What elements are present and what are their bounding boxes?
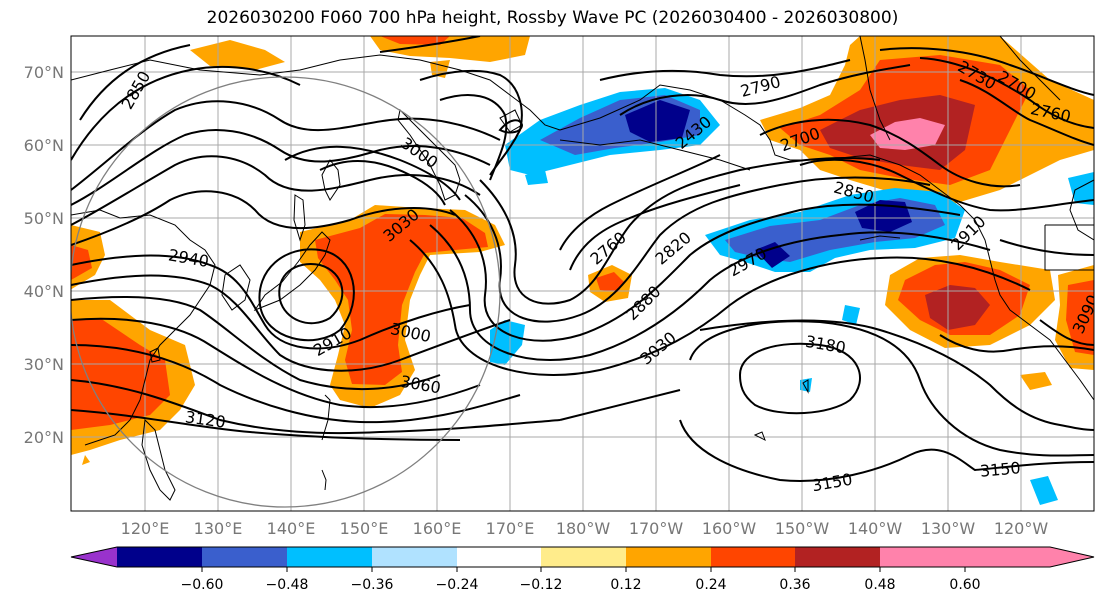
lat-label-20n: 20°N [24, 428, 64, 447]
colorbar-tick: −0.36 [351, 577, 394, 593]
colorbar: −0.60 −0.48 −0.36 −0.24 −0.12 0.12 0.24 … [70, 546, 1095, 593]
lon-label: 140°W [848, 519, 903, 538]
colorbar-tick: −0.48 [266, 577, 309, 593]
longitude-labels: 120°E 130°E 140°E 150°E 160°E 170°E 180°… [121, 519, 1049, 538]
lat-label-40n: 40°N [24, 282, 64, 301]
lon-label: 170°E [486, 519, 535, 538]
lon-label: 130°E [194, 519, 243, 538]
colorbar-extend-low [71, 547, 117, 567]
lon-label: 160°W [702, 519, 757, 538]
lat-label-50n: 50°N [24, 209, 64, 228]
map-frame [70, 35, 1095, 512]
lon-label: 130°W [921, 519, 976, 538]
lon-label: 160°E [413, 519, 462, 538]
lon-label: 140°E [267, 519, 316, 538]
colorbar-swatch [457, 547, 541, 567]
contour-label: 3150 [979, 458, 1021, 480]
colorbar-swatch [202, 547, 287, 567]
map-title: 2026030200 F060 700 hPa height, Rossby W… [206, 8, 899, 28]
colorbar-swatch [287, 547, 372, 567]
lon-label: 120°E [121, 519, 170, 538]
colorbar-swatch [880, 547, 965, 567]
height-contours [71, 36, 1094, 482]
lon-label: 180°W [556, 519, 611, 538]
colorbar-tick: −0.24 [436, 577, 479, 593]
colorbar-swatch [372, 547, 457, 567]
lat-label-60n: 60°N [24, 136, 64, 155]
colorbar-swatch [117, 547, 202, 567]
colorbar-swatch [626, 547, 711, 567]
lon-label: 170°W [629, 519, 684, 538]
latitude-labels: 70°N 60°N 50°N 40°N 30°N 20°N [24, 63, 64, 447]
reference-circle [71, 76, 501, 508]
lon-label: 150°E [340, 519, 389, 538]
colorbar-tick: 0.60 [949, 577, 980, 593]
colorbar-tick: 0.36 [779, 577, 810, 593]
colorbar-tick: 0.12 [610, 577, 641, 593]
colorbar-swatch [541, 547, 626, 567]
lat-label-70n: 70°N [24, 63, 64, 82]
lon-label: 150°W [775, 519, 830, 538]
colorbar-extend-high [1050, 547, 1094, 567]
colorbar-tick: 0.48 [864, 577, 895, 593]
colorbar-swatch [711, 547, 795, 567]
colorbar-tick: −0.60 [181, 577, 224, 593]
lon-label: 120°W [994, 519, 1049, 538]
colorbar-tick: −0.12 [520, 577, 563, 593]
map-panel: 2850 3000 3030 2940 2910 3000 3060 3120 … [71, 36, 1094, 511]
colorbar-swatch [795, 547, 880, 567]
lat-label-30n: 30°N [24, 355, 64, 374]
colorbar-tick: 0.24 [695, 577, 726, 593]
colorbar-swatch [965, 547, 1050, 567]
